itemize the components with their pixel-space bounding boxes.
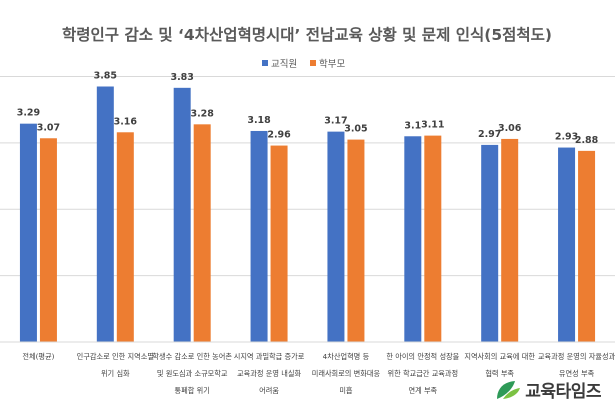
- data-label-parents-7: 2.88: [575, 135, 599, 146]
- x-tick-label-1: 인구감소로 인한 지역소멸 위기 심화: [77, 352, 154, 378]
- legend-label-staff: 교직원: [271, 59, 297, 70]
- legend-swatch-staff: [262, 60, 268, 66]
- data-label-staff-2: 3.83: [170, 72, 193, 83]
- leaf-icon: [497, 380, 521, 399]
- data-label-parents-3: 2.96: [267, 130, 291, 141]
- data-label-parents-6: 3.06: [498, 123, 522, 134]
- bar-parents-4: [347, 139, 365, 342]
- watermark-logo: 교육타임즈: [495, 377, 601, 402]
- gridlines: [0, 76, 615, 277]
- bar-staff-3: [250, 130, 268, 342]
- x-tick-label-4: 4차산업혁명 등 미래사회로의 변화대응 미흡: [312, 352, 381, 395]
- bar-staff-4: [327, 131, 345, 342]
- data-label-staff-3: 3.18: [247, 115, 271, 126]
- bar-staff-5: [404, 136, 422, 342]
- bar-parents-2: [193, 124, 211, 342]
- x-tick-label-6: 지역사회의 교육에 대한 협력 부족: [464, 352, 535, 378]
- legend-swatch-parents: [310, 60, 316, 66]
- data-label-staff-4: 3.17: [324, 116, 347, 127]
- x-tick-label-2: 학생수 감소로 인한 농어촌 및 원도심과 소규모학교 통폐합 위기: [152, 352, 232, 395]
- data-label-staff-1: 3.85: [94, 71, 117, 82]
- x-tick-label-7: 교육과정 운영의 자율성과 유연성 부족: [538, 352, 615, 378]
- bar-staff-7: [558, 147, 576, 342]
- bar-staff-2: [173, 87, 191, 342]
- data-label-parents-0: 3.07: [37, 122, 60, 133]
- bars: [19, 86, 596, 342]
- data-label-parents-2: 3.28: [190, 108, 214, 119]
- chart-title: 학령인구 감소 및 ‘4차산업혁명시대’ 전남교육 상황 및 문제 인식(5점척…: [62, 25, 552, 44]
- legend: 교직원 학부모: [262, 59, 345, 70]
- x-tick-label-5: 한 아이의 안정적 성장을 위한 학교급간 교육과정 연계 부족: [386, 352, 459, 395]
- watermark-text: 교육타임즈: [525, 382, 601, 402]
- bar-parents-5: [424, 135, 442, 342]
- x-tick-label-0: 전체(평균): [22, 352, 54, 361]
- data-label-staff-7: 2.93: [555, 132, 578, 143]
- data-labels: 3.29 3.07 3.85 3.16 3.83 3.28 3.18 2.96 3.173.05…: [17, 71, 599, 146]
- data-label-staff-5: 3.1: [404, 120, 421, 131]
- data-label-parents-4: 3.05: [344, 124, 367, 135]
- bar-staff-6: [481, 144, 499, 342]
- data-label-staff-6: 2.97: [478, 129, 501, 140]
- data-label-parents-1: 3.16: [114, 116, 138, 127]
- bar-parents-1: [116, 132, 134, 342]
- data-label-staff-0: 3.29: [17, 108, 40, 119]
- data-label-parents-5: 3.11: [421, 120, 444, 131]
- bar-parents-6: [501, 138, 519, 342]
- bar-staff-1: [96, 86, 114, 342]
- bar-parents-3: [270, 145, 288, 342]
- bar-parents-7: [578, 150, 596, 342]
- bar-staff-0: [19, 123, 37, 342]
- bar-parents-0: [39, 138, 57, 342]
- legend-label-parents: 학부모: [319, 59, 345, 70]
- x-tick-label-3: 시지역 과밀학급 증가로 교육과정 운영 내실화 어려움: [234, 352, 305, 395]
